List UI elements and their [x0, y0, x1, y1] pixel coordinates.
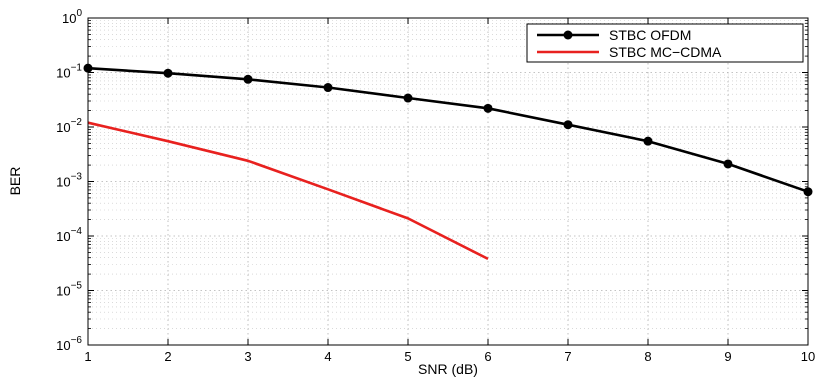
legend-label: STBC MC−CDMA: [609, 44, 722, 60]
x-tick-label: 4: [324, 349, 331, 364]
y-tick-label: 10−6: [56, 335, 82, 353]
x-tick-label: 1: [84, 349, 91, 364]
data-point: [323, 83, 333, 93]
x-tick-label: 2: [164, 349, 171, 364]
data-point: [483, 103, 493, 113]
data-point: [243, 74, 253, 84]
series-line-0: [87, 66, 809, 193]
y-tick-label: 10−4: [56, 226, 82, 244]
x-tick-label: 3: [244, 349, 251, 364]
y-tick-label: 100: [62, 8, 82, 26]
x-tick-label: 10: [801, 349, 815, 364]
legend-marker: [563, 30, 573, 40]
data-point: [723, 159, 733, 169]
y-tick-label: 10−1: [56, 63, 82, 81]
x-axis-label: SNR (dB): [418, 361, 478, 377]
x-tick-label: 8: [644, 349, 651, 364]
data-point: [403, 93, 413, 103]
x-tick-label: 7: [564, 349, 571, 364]
data-point: [643, 136, 653, 146]
legend-label: STBC OFDM: [609, 27, 691, 43]
y-tick-label: 10−3: [56, 172, 82, 190]
x-tick-label: 9: [724, 349, 731, 364]
data-point: [563, 120, 573, 130]
y-tick-label: 10−5: [56, 281, 82, 299]
y-tick-label: 10−2: [56, 117, 82, 135]
x-tick-label: 5: [404, 349, 411, 364]
data-point: [163, 68, 173, 78]
series-line-1: [87, 121, 489, 261]
y-axis-label: BER: [7, 167, 23, 196]
axis-ticks: 1 2 3 4 5 6 7 8 9 10 100 10−1 10−2 10−3 10−4 10−5 10−6: [56, 8, 815, 364]
x-tick-label: 6: [484, 349, 491, 364]
legend-box: [526, 23, 804, 63]
